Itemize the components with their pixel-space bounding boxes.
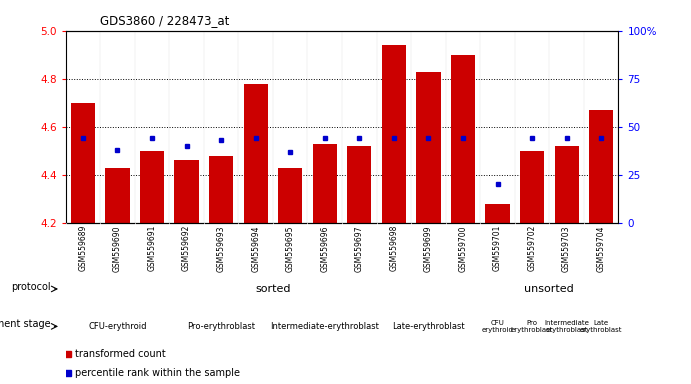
Bar [416, 71, 441, 223]
Text: Intermediate-erythroblast: Intermediate-erythroblast [270, 322, 379, 331]
Text: Late-erythroblast: Late-erythroblast [392, 322, 465, 331]
Bar [244, 84, 268, 223]
Bar [451, 55, 475, 223]
Text: GSM559704: GSM559704 [596, 225, 606, 271]
Text: Intermediate
erythroblast: Intermediate erythroblast [545, 320, 589, 333]
Text: Pro
erythroblast: Pro erythroblast [511, 320, 553, 333]
Text: GSM559694: GSM559694 [251, 225, 261, 271]
Bar [313, 144, 337, 223]
Bar [554, 146, 578, 223]
Text: GSM559700: GSM559700 [458, 225, 468, 271]
Text: GSM559689: GSM559689 [78, 225, 88, 271]
Text: GSM559699: GSM559699 [424, 225, 433, 271]
Bar [348, 146, 372, 223]
Bar [278, 167, 303, 223]
Text: GSM559701: GSM559701 [493, 225, 502, 271]
Text: Late
erythroblast: Late erythroblast [580, 320, 623, 333]
Text: sorted: sorted [255, 284, 291, 294]
Bar [209, 156, 234, 223]
Text: protocol: protocol [11, 282, 51, 292]
Bar [485, 204, 510, 223]
Bar [174, 161, 199, 223]
Bar [70, 103, 95, 223]
Text: GSM559691: GSM559691 [147, 225, 157, 271]
Text: GSM559693: GSM559693 [216, 225, 226, 271]
Bar [589, 110, 614, 223]
Text: percentile rank within the sample: percentile rank within the sample [75, 368, 240, 378]
Text: CFU-erythroid: CFU-erythroid [88, 322, 146, 331]
Text: GSM559702: GSM559702 [527, 225, 537, 271]
Text: GSM559698: GSM559698 [389, 225, 399, 271]
Text: GSM559695: GSM559695 [285, 225, 295, 271]
Bar [140, 151, 164, 223]
Text: CFU
erythroid: CFU erythroid [482, 320, 513, 333]
Text: development stage: development stage [0, 319, 51, 329]
Text: GSM559696: GSM559696 [320, 225, 330, 271]
Text: GSM559690: GSM559690 [113, 225, 122, 271]
Text: Pro-erythroblast: Pro-erythroblast [187, 322, 255, 331]
Bar [382, 45, 406, 223]
Bar [520, 151, 545, 223]
Text: unsorted: unsorted [524, 284, 574, 294]
Text: GSM559703: GSM559703 [562, 225, 571, 271]
Text: transformed count: transformed count [75, 349, 166, 359]
Text: GSM559697: GSM559697 [354, 225, 364, 271]
Text: GSM559692: GSM559692 [182, 225, 191, 271]
Text: GDS3860 / 228473_at: GDS3860 / 228473_at [100, 14, 229, 27]
Bar [105, 167, 129, 223]
